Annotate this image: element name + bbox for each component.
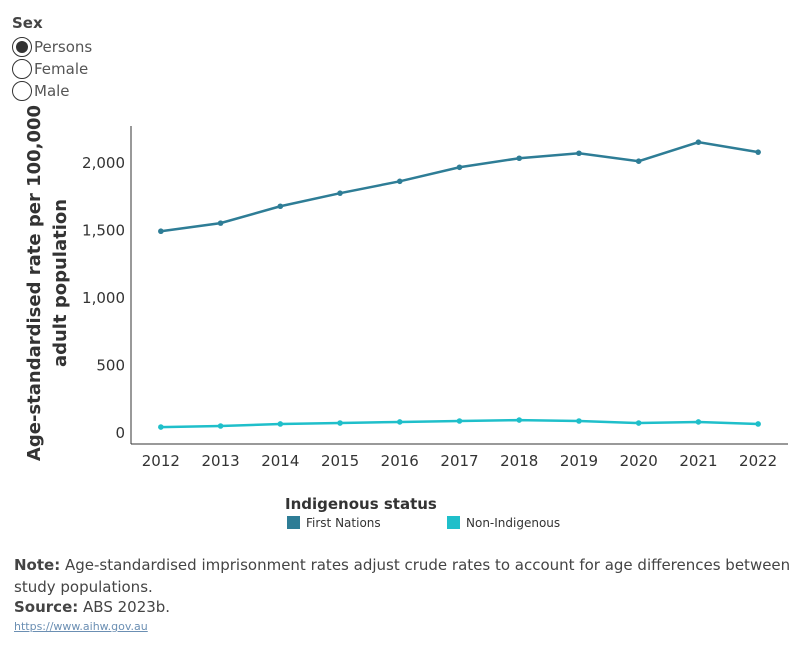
radio-button[interactable]	[12, 59, 32, 79]
y-tick-label: 0	[115, 424, 125, 442]
series-line	[160, 140, 759, 233]
data-point	[755, 421, 761, 427]
data-point	[396, 419, 403, 425]
y-tick-label: 2,000	[82, 154, 125, 172]
source-label: Source:	[14, 598, 79, 616]
x-tick-label: 2019	[560, 452, 598, 470]
note-label: Note:	[14, 556, 61, 574]
source-text: ABS 2023b.	[83, 598, 171, 616]
legend-swatch	[447, 516, 460, 529]
data-point	[755, 149, 761, 155]
legend-label: First Nations	[306, 516, 381, 530]
radio-option[interactable]: Persons	[12, 37, 92, 57]
data-point	[277, 421, 284, 427]
y-tick-label: 1,500	[82, 222, 125, 240]
data-point	[695, 139, 702, 145]
data-point	[217, 423, 224, 429]
data-point	[516, 155, 523, 162]
x-tick-label: 2018	[500, 452, 538, 470]
data-point	[158, 424, 164, 430]
data-point	[635, 158, 642, 165]
radio-label[interactable]: Male	[34, 82, 70, 100]
data-point	[456, 418, 463, 424]
data-point	[576, 150, 582, 157]
data-point	[277, 203, 284, 210]
radio-label[interactable]: Female	[34, 60, 89, 78]
data-point	[635, 420, 642, 426]
x-tick-label: 2017	[440, 452, 478, 470]
x-tick-label: 2021	[679, 452, 717, 470]
radio-option[interactable]: Female	[12, 59, 88, 79]
radio-label[interactable]: Persons	[34, 38, 93, 56]
x-tick-label: 2013	[201, 452, 239, 470]
y-axis-title: Age-standardised rate per 100,000	[24, 105, 45, 461]
radio-button[interactable]	[12, 81, 32, 101]
data-point	[217, 220, 224, 226]
data-point	[396, 178, 403, 185]
data-point	[337, 190, 343, 196]
source: Source: ABS 2023b.	[14, 598, 170, 616]
x-tick-label: 2015	[321, 452, 359, 470]
x-tick-label: 2014	[261, 452, 299, 470]
radio-button[interactable]	[12, 37, 32, 57]
data-point	[158, 228, 164, 235]
note: Note: Age-standardised imprisonment rate…	[14, 554, 794, 598]
y-axis-title: adult population	[50, 199, 71, 367]
x-tick-label: 2012	[142, 452, 180, 470]
y-tick-label: 1,000	[82, 289, 125, 307]
data-point	[456, 164, 463, 171]
note-text: Age-standardised imprisonment rates adju…	[14, 556, 791, 596]
legend-title: Indigenous status	[285, 495, 437, 513]
legend-label: Non-Indigenous	[466, 516, 560, 530]
x-tick-label: 2016	[381, 452, 419, 470]
data-point	[516, 417, 523, 423]
x-tick-label: 2020	[620, 452, 658, 470]
url-link[interactable]: https://www.aihw.gov.au	[14, 620, 148, 633]
radio-option[interactable]: Male	[12, 81, 70, 101]
data-point	[695, 419, 702, 425]
x-tick-label: 2022	[739, 452, 777, 470]
chart: Age-standardised rate per 100,000 adult …	[24, 105, 788, 530]
legend-swatch	[287, 516, 300, 529]
y-tick-label: 500	[96, 357, 125, 375]
data-point	[576, 418, 582, 424]
filter-label: Sex	[12, 14, 43, 32]
data-point	[337, 420, 343, 426]
